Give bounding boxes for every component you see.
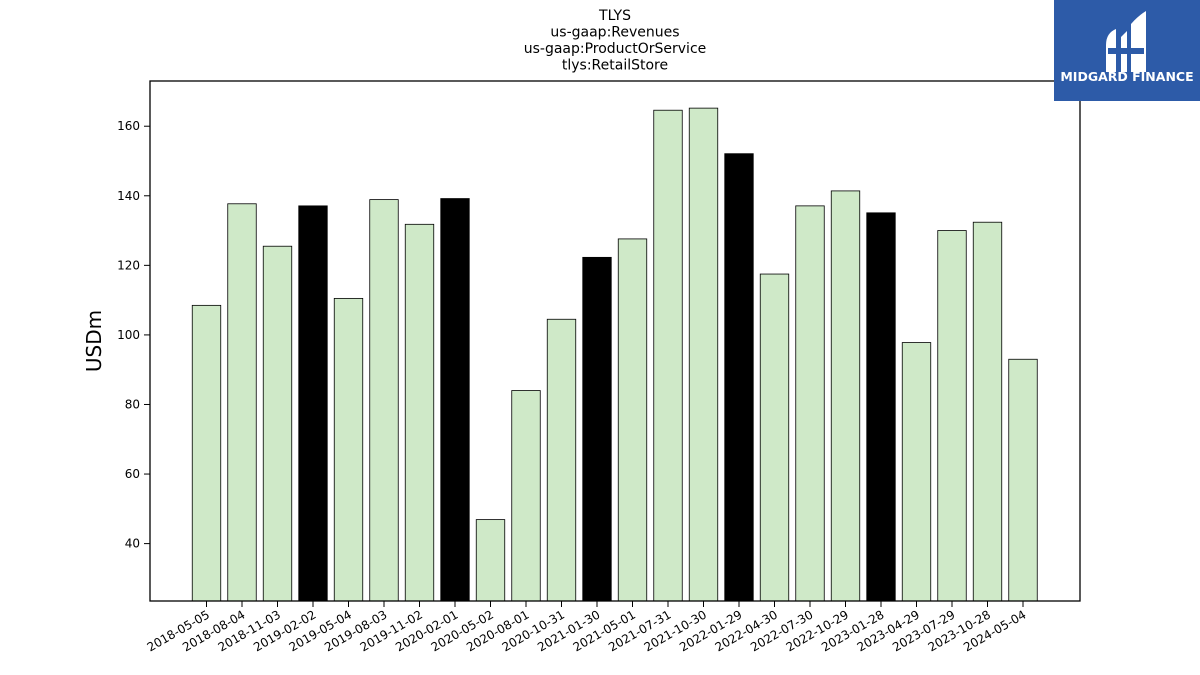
y-tick-label: 160 — [117, 119, 140, 133]
y-tick-label: 140 — [117, 189, 140, 203]
chart-title-line: tlys:RetailStore — [562, 58, 668, 74]
bar — [404, 223, 435, 602]
bar — [546, 318, 577, 602]
bar — [901, 342, 932, 602]
chart-title: TLYSus-gaap:Revenuesus-gaap:ProductOrSer… — [524, 8, 707, 74]
chart-title-line: us-gaap:ProductOrService — [524, 41, 707, 57]
logo-mark-icon — [1106, 11, 1146, 72]
bar — [227, 203, 257, 602]
x-axis: 2018-05-052018-08-042018-11-032019-02-02… — [145, 601, 1029, 654]
bar — [191, 304, 222, 602]
bar — [582, 256, 612, 602]
bar — [795, 205, 825, 602]
bar — [830, 190, 861, 602]
bar — [759, 273, 790, 602]
bar — [369, 199, 399, 602]
bar — [653, 109, 683, 602]
plot-frame — [149, 80, 1081, 602]
logo-text: MIDGARD FINANCE — [1060, 69, 1193, 84]
y-tick-label: 40 — [125, 537, 140, 551]
y-tick-label: 120 — [117, 258, 140, 272]
y-tick-label: 80 — [125, 397, 140, 411]
bar — [511, 390, 541, 602]
chart-title-line: us-gaap:Revenues — [550, 25, 679, 41]
bar — [1008, 358, 1038, 602]
bar — [866, 212, 896, 602]
y-tick-label: 60 — [125, 467, 140, 481]
bar — [937, 230, 967, 602]
y-tick-label: 100 — [117, 328, 140, 342]
bar — [724, 153, 754, 602]
y-axis-label: USDm — [82, 310, 106, 372]
bar — [262, 245, 293, 602]
bars — [191, 107, 1038, 602]
bar — [475, 519, 506, 602]
chart-title-line: TLYS — [598, 8, 631, 24]
bar — [440, 198, 470, 602]
bar — [972, 221, 1003, 602]
bar — [333, 297, 364, 602]
y-axis: 40 60 80 100 120 140 160 — [117, 119, 150, 551]
bar — [617, 238, 648, 602]
bar — [298, 205, 328, 602]
logo: MIDGARD FINANCE — [1054, 0, 1200, 101]
bar — [688, 107, 719, 602]
